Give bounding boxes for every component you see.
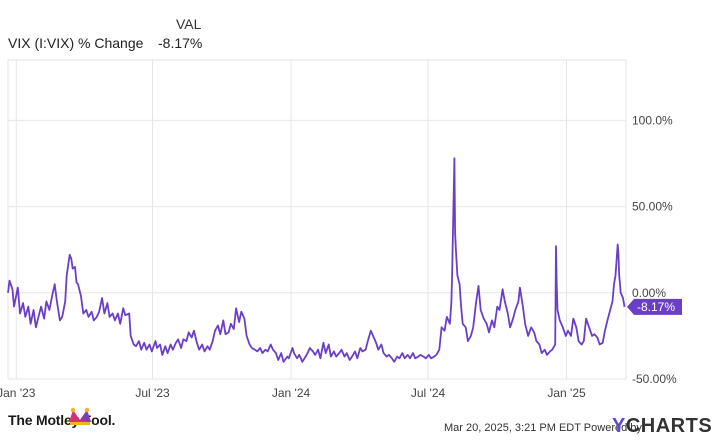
last-value-label: -8.17%: [637, 300, 675, 314]
y-tick-label: 50.00%: [632, 200, 673, 214]
y-tick-label: 0.00%: [632, 286, 666, 300]
x-tick-label: Jul '23: [135, 386, 170, 400]
legend-series-value: -8.17%: [158, 35, 203, 51]
ycharts-logo: YCHARTS: [612, 415, 712, 438]
x-tick-label: Jul '24: [411, 386, 446, 400]
x-tick-label: Jan '23: [0, 386, 36, 400]
ycharts-logo-text: CHARTS: [625, 415, 713, 437]
footer: The Motley Fool. Mar 20, 2025, 3:21 PM E…: [0, 407, 720, 441]
chart-legend: VAL VIX (I:VIX) % Change -8.17%: [0, 0, 400, 51]
timestamp-text: Mar 20, 2025, 3:21 PM EDT Powered by: [444, 422, 642, 434]
series-line: [7, 157, 626, 363]
motley-fool-logo: The Motley Fool.: [8, 412, 116, 428]
x-tick-label: Jan '25: [547, 386, 586, 400]
last-value-tag: [627, 298, 682, 315]
jester-hat-icon: [69, 407, 91, 425]
y-tick-label: 100.0%: [632, 113, 673, 127]
y-tick-label: -50.00%: [632, 372, 677, 386]
legend-series-name: VIX (I:VIX) % Change: [8, 35, 144, 51]
line-chart: 100.0% 50.00% 0.00% -50.00% Jan '23 Jul '23 Ja…: [0, 59, 682, 400]
legend-value-header: VAL: [176, 16, 202, 32]
ycharts-logo-y: Y: [612, 415, 626, 437]
x-tick-label: Jan '24: [272, 386, 311, 400]
